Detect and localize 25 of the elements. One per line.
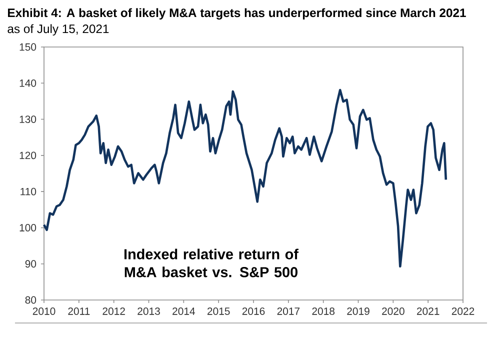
x-tick-label: 2010 bbox=[32, 308, 56, 315]
chart-subtitle: as of July 15, 2021 bbox=[8, 24, 109, 36]
x-tick-label: 2018 bbox=[312, 308, 335, 315]
x-tick-label: 2015 bbox=[207, 308, 230, 315]
x-tick-label: 2012 bbox=[102, 308, 125, 315]
y-tick-label: 150 bbox=[20, 43, 36, 51]
x-tick-label: 2016 bbox=[242, 308, 265, 315]
y-tick-label: 90 bbox=[25, 260, 36, 268]
x-tick-label: 2021 bbox=[416, 308, 440, 315]
y-tick-label: 130 bbox=[20, 116, 36, 123]
y-tick-label: 100 bbox=[20, 224, 36, 232]
y-tick-label: 120 bbox=[20, 152, 36, 160]
x-tick-label: 2022 bbox=[452, 308, 474, 315]
line-series bbox=[42, 88, 448, 268]
y-tick-label: 140 bbox=[20, 79, 36, 87]
x-tick-label: 2014 bbox=[172, 308, 195, 315]
x-tick-label: 2017 bbox=[277, 308, 300, 315]
x-tick-label: 2019 bbox=[347, 308, 370, 315]
y-tick-label: 80 bbox=[25, 296, 36, 304]
x-tick-label: 2013 bbox=[138, 308, 160, 315]
y-tick-label: 110 bbox=[20, 188, 36, 196]
annotation: Indexed relative return of M&A basket vs. S&P 500 bbox=[124, 248, 299, 278]
x-tick-label: 2011 bbox=[68, 308, 90, 315]
x-tick-label: 2020 bbox=[382, 308, 404, 315]
chart-title: Exhibit 4: A basket of likely M&A targets has underperformed since March 2021 bbox=[8, 8, 466, 20]
